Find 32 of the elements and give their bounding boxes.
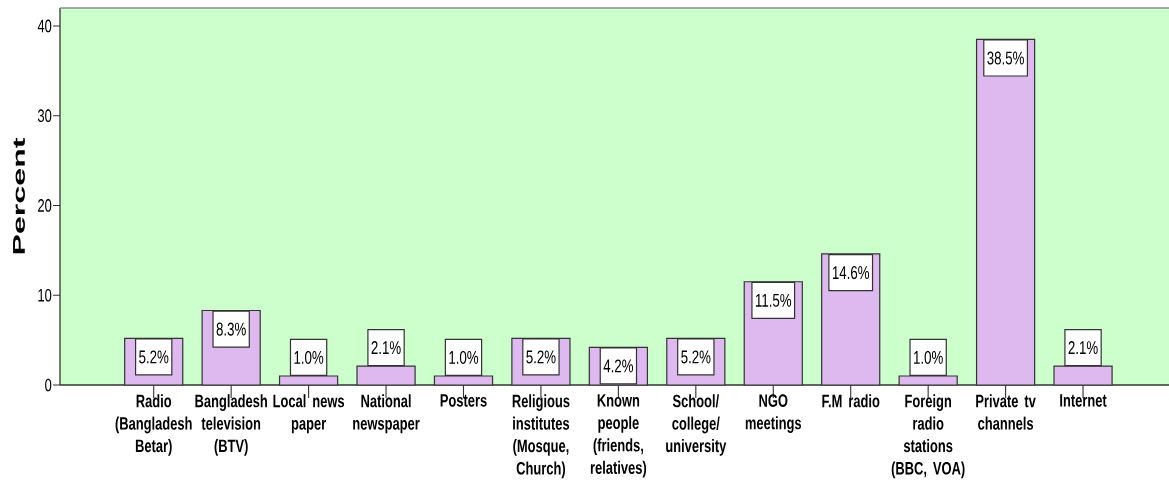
data-label: 1.0% [294, 350, 324, 364]
x-tick-label: Religious institutes (Mosque, Church) [512, 394, 570, 479]
x-tick-label: Foreign radio stations (BBC, VOA) [891, 394, 965, 479]
x-tick-label: Radio (Bangladesh Betar) [115, 394, 192, 456]
data-label: 2.1% [1068, 341, 1098, 355]
data-label: 11.5% [755, 293, 792, 307]
y-tick-label: 30 [37, 109, 52, 123]
data-label: 4.2% [603, 359, 634, 373]
y-tick-label: 10 [38, 288, 52, 302]
data-label: 1.0% [449, 350, 479, 364]
y-tick-label: 20 [38, 199, 52, 212]
y-axis-title: Percent [13, 137, 25, 254]
x-tick-label: Local news paper [273, 394, 345, 434]
data-label: 38.5% [987, 51, 1024, 65]
data-label: 5.2% [526, 350, 556, 364]
data-label: 14.6% [832, 266, 870, 280]
x-tick-label: Known people (friends, relatives) [590, 394, 647, 478]
data-label: 1.0% [914, 350, 943, 364]
x-tick-label: School/ college/ university [666, 394, 727, 456]
data-label: 5.2% [681, 350, 711, 364]
data-label: 8.3% [216, 322, 246, 336]
x-tick-label: National newspaper [353, 394, 420, 434]
y-tick-label: 0 [45, 378, 52, 392]
x-tick-label: Posters [440, 394, 487, 407]
x-tick-label: NGO meetings [745, 394, 802, 433]
data-label: 2.1% [371, 341, 401, 355]
y-tick-label: 40 [37, 19, 52, 33]
x-tick-label: Internet [1060, 394, 1107, 407]
x-tick-label: Private tv channels [976, 394, 1036, 430]
x-tick-label: F.M radio [822, 394, 880, 408]
x-tick-label: Bangladesh television (BTV) [195, 394, 267, 456]
data-label: 5.2% [139, 350, 169, 364]
